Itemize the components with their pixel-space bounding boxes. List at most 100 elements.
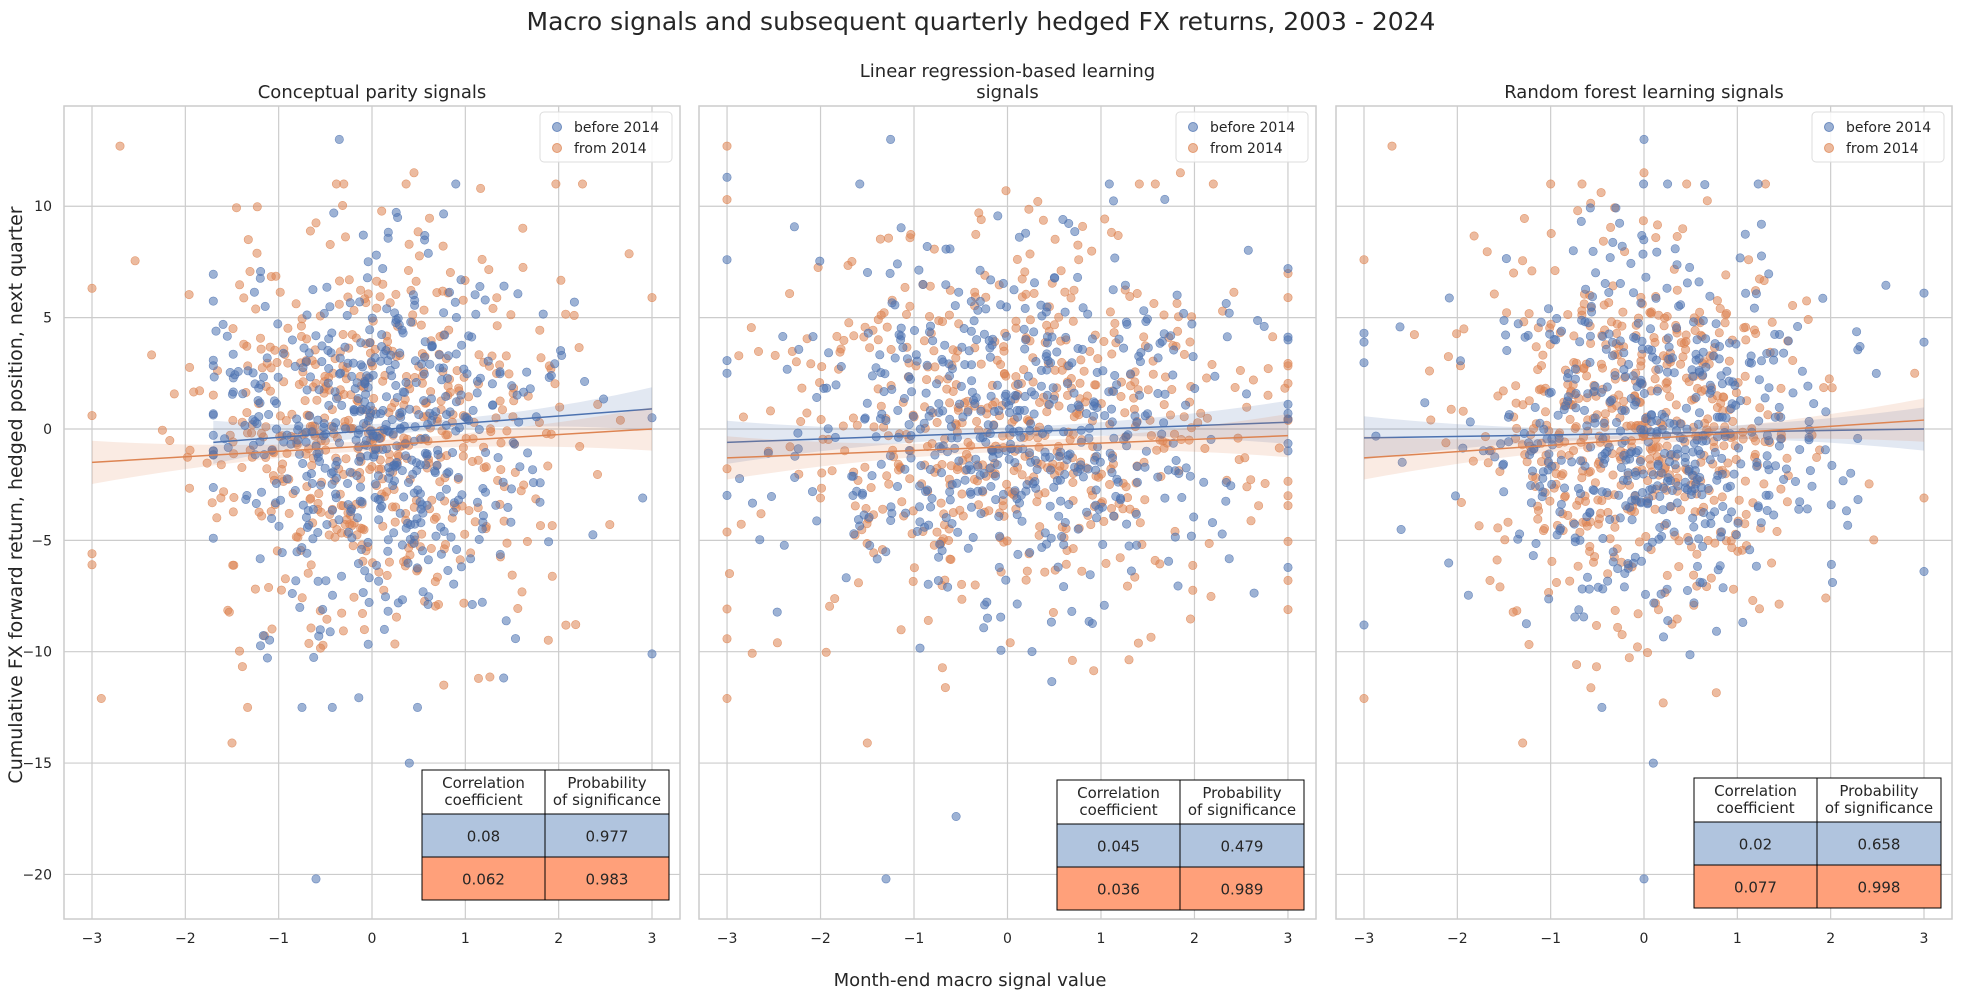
scatter-point bbox=[1688, 447, 1698, 457]
scatter-point bbox=[647, 293, 657, 303]
scatter-point bbox=[1124, 541, 1134, 551]
scatter-point bbox=[580, 376, 590, 386]
scatter-point bbox=[1803, 314, 1813, 324]
scatter-point bbox=[315, 625, 325, 635]
scatter-point bbox=[958, 511, 968, 521]
scatter-point bbox=[1533, 514, 1543, 524]
scatter-point bbox=[1627, 515, 1637, 525]
scatter-point bbox=[399, 492, 409, 502]
scatter-point bbox=[392, 393, 402, 403]
scatter-point bbox=[886, 344, 896, 354]
scatter-point bbox=[1058, 215, 1068, 225]
scatter-point bbox=[1592, 620, 1602, 630]
scatter-point bbox=[1764, 383, 1774, 393]
scatter-point bbox=[1680, 445, 1690, 455]
scatter-point bbox=[722, 464, 732, 474]
table-cell-value: 0.08 bbox=[467, 828, 500, 846]
scatter-point bbox=[1132, 540, 1142, 550]
scatter-point bbox=[1764, 269, 1774, 279]
scatter-point bbox=[873, 335, 883, 345]
scatter-point bbox=[1482, 247, 1492, 257]
scatter-point bbox=[1601, 344, 1611, 354]
scatter-point bbox=[863, 328, 873, 338]
scatter-point bbox=[973, 486, 983, 496]
scatter-point bbox=[261, 422, 271, 432]
legend-label: before 2014 bbox=[574, 120, 659, 136]
scatter-point bbox=[1087, 246, 1097, 256]
scatter-point bbox=[916, 461, 926, 471]
scatter-point bbox=[1639, 874, 1649, 884]
scatter-point bbox=[996, 300, 1006, 310]
scatter-point bbox=[237, 662, 247, 672]
scatter-point bbox=[1703, 414, 1713, 424]
scatter-point bbox=[971, 454, 981, 464]
scatter-point bbox=[794, 344, 804, 354]
scatter-point bbox=[1196, 408, 1206, 418]
scatter-point bbox=[1033, 197, 1043, 207]
scatter-point bbox=[409, 531, 419, 541]
scatter-point bbox=[1172, 290, 1182, 300]
scatter-point bbox=[464, 506, 474, 516]
scatter-point bbox=[867, 371, 877, 381]
scatter-point bbox=[882, 322, 892, 332]
scatter-point bbox=[1585, 203, 1595, 213]
scatter-point bbox=[1524, 639, 1534, 649]
scatter-point bbox=[1545, 496, 1555, 506]
scatter-point bbox=[283, 323, 293, 333]
scatter-point bbox=[941, 513, 951, 523]
scatter-point bbox=[291, 299, 301, 309]
scatter-point bbox=[808, 332, 818, 342]
scatter-point bbox=[1485, 575, 1495, 585]
scatter-point bbox=[383, 336, 393, 346]
scatter-point bbox=[1040, 488, 1050, 498]
scatter-point bbox=[885, 268, 895, 278]
scatter-point bbox=[1706, 518, 1716, 528]
scatter-point bbox=[1168, 438, 1178, 448]
scatter-point bbox=[1570, 533, 1580, 543]
scatter-point bbox=[1563, 396, 1573, 406]
scatter-point bbox=[1020, 344, 1030, 354]
scatter-point bbox=[1001, 575, 1011, 585]
scatter-point bbox=[475, 281, 485, 291]
scatter-point bbox=[915, 643, 925, 653]
scatter-point bbox=[1689, 570, 1699, 580]
scatter-point bbox=[1493, 391, 1503, 401]
scatter-point bbox=[264, 409, 274, 419]
scatter-point bbox=[495, 369, 505, 379]
scatter-point bbox=[450, 297, 460, 307]
scatter-point bbox=[1705, 455, 1715, 465]
scatter-point bbox=[408, 290, 418, 300]
scatter-point bbox=[866, 483, 876, 493]
scatter-point bbox=[1046, 617, 1056, 627]
scatter-point bbox=[1160, 493, 1170, 503]
scatter-point bbox=[1001, 186, 1011, 196]
scatter-point bbox=[377, 342, 387, 352]
scatter-point bbox=[456, 275, 466, 285]
scatter-point bbox=[1805, 466, 1815, 476]
scatter-point bbox=[904, 420, 914, 430]
scatter-point bbox=[1246, 475, 1256, 485]
scatter-point bbox=[1617, 321, 1627, 331]
scatter-point bbox=[1869, 535, 1879, 545]
scatter-point bbox=[1396, 524, 1406, 534]
scatter-point bbox=[848, 413, 858, 423]
scatter-point bbox=[1608, 351, 1618, 361]
scatter-point bbox=[1662, 311, 1672, 321]
scatter-point bbox=[1074, 255, 1084, 265]
scatter-point bbox=[476, 183, 486, 193]
scatter-point bbox=[404, 239, 414, 249]
scatter-point bbox=[1054, 511, 1064, 521]
scatter-point bbox=[887, 508, 897, 518]
scatter-point bbox=[436, 522, 446, 532]
legend-label: before 2014 bbox=[1846, 120, 1931, 136]
scatter-point bbox=[1716, 532, 1726, 542]
scatter-point bbox=[1387, 141, 1397, 151]
scatter-point bbox=[87, 411, 97, 421]
scatter-point bbox=[518, 223, 528, 233]
table-cell bbox=[1179, 823, 1305, 868]
scatter-point bbox=[1359, 693, 1369, 703]
scatter-point bbox=[1557, 326, 1567, 336]
scatter-point bbox=[1608, 547, 1618, 557]
scatter-point bbox=[876, 310, 886, 320]
scatter-point bbox=[249, 287, 259, 297]
